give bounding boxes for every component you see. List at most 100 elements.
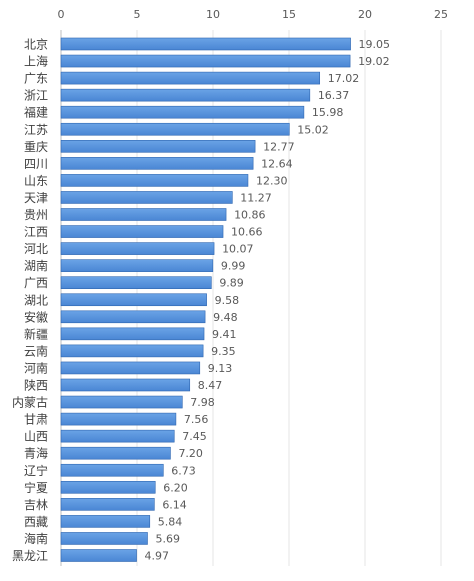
bar bbox=[60, 344, 204, 358]
category-label: 广东 bbox=[24, 72, 48, 86]
data-label: 19.02 bbox=[358, 55, 390, 68]
category-label: 陕西 bbox=[24, 378, 48, 393]
category-label: 黑龙江 bbox=[12, 549, 48, 563]
category-label: 江西 bbox=[24, 225, 48, 239]
category-label: 福建 bbox=[24, 105, 48, 120]
data-label: 19.05 bbox=[359, 38, 391, 51]
data-label: 15.98 bbox=[312, 106, 344, 119]
data-label: 12.77 bbox=[263, 140, 295, 153]
category-label: 吉林 bbox=[24, 498, 48, 512]
data-label: 9.99 bbox=[221, 260, 246, 273]
data-label: 11.27 bbox=[240, 191, 272, 204]
category-label: 青海 bbox=[24, 446, 48, 461]
bar bbox=[60, 480, 156, 494]
data-label: 7.45 bbox=[182, 430, 207, 443]
data-label: 9.89 bbox=[219, 277, 244, 290]
category-label: 甘肃 bbox=[24, 413, 48, 427]
data-label: 9.41 bbox=[212, 328, 237, 341]
bar bbox=[60, 361, 201, 375]
category-label: 广西 bbox=[24, 276, 48, 290]
category-label: 辽宁 bbox=[24, 463, 48, 478]
bar bbox=[60, 293, 207, 307]
category-label: 上海 bbox=[24, 54, 48, 69]
x-tick-label: 0 bbox=[58, 8, 65, 21]
category-label: 北京 bbox=[24, 38, 48, 52]
bar bbox=[60, 276, 212, 290]
bar bbox=[60, 515, 151, 528]
category-label: 云南 bbox=[24, 343, 48, 358]
bar bbox=[60, 310, 206, 324]
data-label: 10.66 bbox=[231, 226, 262, 239]
bar bbox=[60, 463, 164, 477]
category-label: 湖北 bbox=[24, 292, 48, 307]
data-label: 5.84 bbox=[158, 515, 183, 528]
category-label: 海南 bbox=[24, 531, 48, 546]
bar bbox=[60, 498, 155, 511]
category-label: 江苏 bbox=[24, 123, 48, 137]
data-label: 9.13 bbox=[208, 362, 233, 375]
category-label: 西藏 bbox=[24, 515, 48, 529]
data-label: 10.07 bbox=[222, 243, 254, 256]
bar bbox=[60, 191, 233, 204]
bar bbox=[60, 174, 249, 187]
data-label: 4.97 bbox=[145, 550, 170, 563]
x-tick-label: 10 bbox=[206, 8, 220, 21]
data-label: 8.47 bbox=[198, 379, 223, 392]
bar bbox=[60, 327, 205, 341]
data-label: 10.86 bbox=[234, 209, 266, 222]
bar bbox=[60, 242, 215, 255]
category-label: 湖南 bbox=[24, 258, 48, 273]
data-label: 9.48 bbox=[213, 311, 238, 324]
data-label: 17.02 bbox=[328, 72, 360, 85]
bar bbox=[60, 395, 183, 409]
category-label: 宁夏 bbox=[24, 480, 48, 495]
data-label: 7.98 bbox=[190, 396, 215, 409]
data-label: 9.35 bbox=[211, 345, 236, 358]
data-label: 12.30 bbox=[256, 174, 288, 187]
data-label: 9.58 bbox=[215, 294, 240, 307]
category-label: 重庆 bbox=[24, 140, 48, 154]
data-label: 7.20 bbox=[178, 447, 203, 460]
bar bbox=[60, 378, 191, 392]
bar bbox=[60, 549, 137, 562]
data-label: 16.37 bbox=[318, 89, 350, 102]
data-label: 15.02 bbox=[297, 123, 329, 136]
bar bbox=[60, 259, 214, 272]
category-label: 四川 bbox=[24, 157, 48, 171]
bar bbox=[60, 429, 175, 443]
bar bbox=[60, 140, 256, 153]
category-label: 天津 bbox=[24, 191, 48, 205]
data-label: 6.73 bbox=[171, 464, 196, 477]
bar bbox=[60, 105, 305, 119]
bar bbox=[60, 208, 227, 221]
bar bbox=[60, 37, 351, 51]
category-label: 山西 bbox=[24, 430, 48, 444]
category-label: 安徽 bbox=[24, 309, 48, 324]
bar bbox=[60, 446, 171, 460]
bar bbox=[60, 157, 254, 170]
category-label: 河南 bbox=[24, 360, 48, 375]
x-tick-label: 20 bbox=[358, 8, 372, 21]
bar bbox=[60, 71, 321, 85]
data-label: 7.56 bbox=[184, 413, 209, 426]
bar bbox=[60, 54, 351, 68]
x-tick-label: 5 bbox=[134, 8, 141, 21]
category-label: 山东 bbox=[24, 174, 48, 188]
category-label: 浙江 bbox=[24, 89, 48, 103]
data-label: 6.14 bbox=[162, 498, 187, 511]
category-label: 新疆 bbox=[24, 326, 48, 341]
bar bbox=[60, 532, 148, 545]
bar bbox=[60, 122, 290, 136]
data-label: 5.69 bbox=[155, 532, 180, 545]
x-tick-label: 15 bbox=[282, 8, 296, 21]
bar bbox=[60, 225, 224, 238]
category-label: 河北 bbox=[24, 242, 48, 256]
bar bbox=[60, 412, 177, 426]
x-tick-label: 25 bbox=[434, 8, 448, 21]
category-label: 内蒙古 bbox=[12, 395, 48, 410]
bar bbox=[60, 88, 311, 102]
data-label: 12.64 bbox=[261, 157, 293, 170]
category-label: 贵州 bbox=[24, 208, 48, 222]
